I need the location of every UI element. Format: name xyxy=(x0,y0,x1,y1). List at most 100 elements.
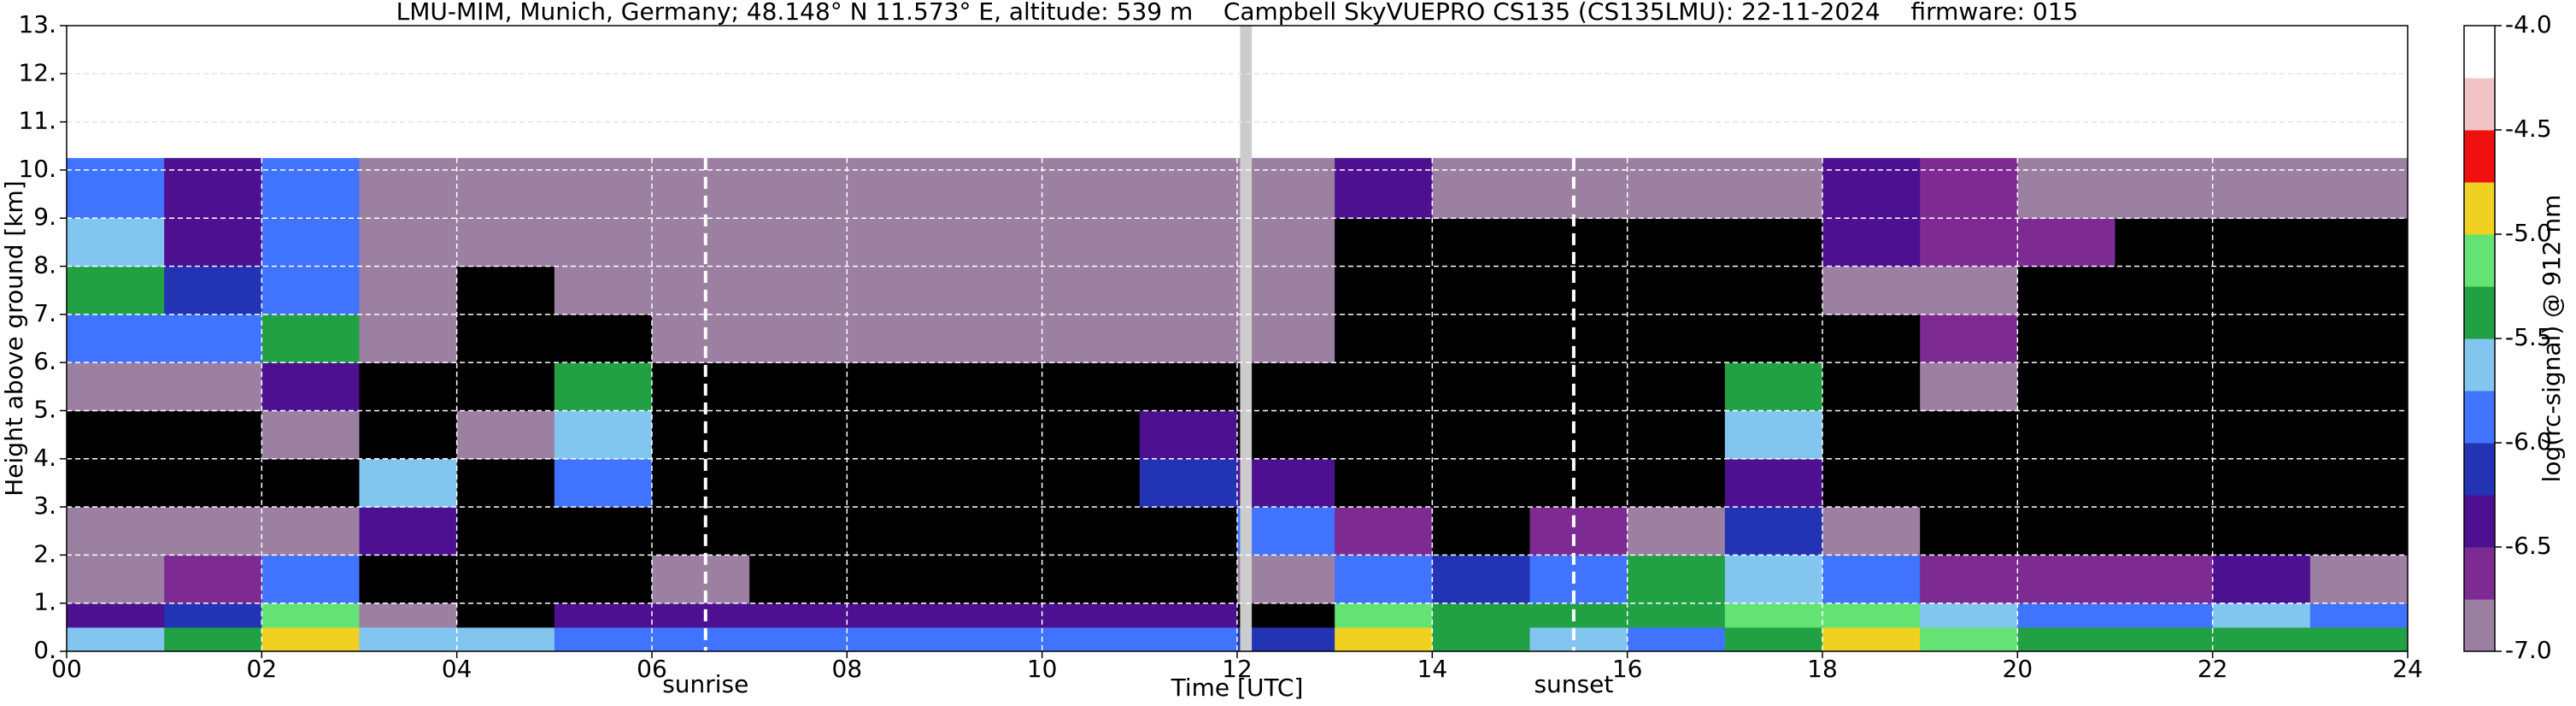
heat-cell xyxy=(2017,266,2115,315)
colorbar-swatch xyxy=(2464,599,2495,652)
heat-cell xyxy=(359,410,458,460)
heat-cell xyxy=(1237,507,1335,556)
heat-cell xyxy=(1042,157,1141,219)
heat-cell xyxy=(1237,362,1335,411)
heat-cell xyxy=(652,603,750,628)
heat-cell xyxy=(1529,507,1628,556)
heat-cell xyxy=(1529,266,1628,315)
heat-cell xyxy=(2017,362,2115,411)
heat-cell xyxy=(359,555,458,604)
heat-cell xyxy=(2309,507,2409,556)
heat-cell xyxy=(1920,627,2018,652)
heat-cell xyxy=(67,266,165,315)
heat-cell xyxy=(554,555,653,604)
heat-cell xyxy=(1237,157,1335,219)
heat-cell xyxy=(1822,410,1921,460)
heat-cell xyxy=(1920,362,2018,411)
heat-cell xyxy=(359,458,458,508)
heat-cell xyxy=(1237,555,1335,604)
heat-cell xyxy=(164,266,262,315)
heat-cell xyxy=(1432,266,1530,315)
heat-cell xyxy=(554,218,653,268)
heat-cell xyxy=(2115,507,2214,556)
x-tick-label: 06 xyxy=(637,655,667,683)
x-tick-label: 08 xyxy=(832,655,863,683)
heat-cell xyxy=(1237,627,1335,652)
heat-cell xyxy=(261,507,360,556)
heat-cell xyxy=(261,603,360,628)
heat-cell xyxy=(1627,627,1726,652)
heat-cell xyxy=(1627,507,1726,556)
heat-cell xyxy=(67,555,165,604)
heat-cell xyxy=(1822,314,1921,363)
heat-cell xyxy=(164,218,262,268)
heat-cell xyxy=(749,555,848,604)
heat-cell xyxy=(1822,555,1921,604)
heat-cell xyxy=(164,603,262,628)
heat-cell xyxy=(456,507,555,556)
x-tick-label: 22 xyxy=(2198,655,2228,683)
heat-cell xyxy=(847,362,945,411)
heat-cell xyxy=(456,314,555,363)
heat-cell xyxy=(847,555,945,604)
x-tick-label: 16 xyxy=(1612,655,1643,683)
heat-cell xyxy=(2115,266,2214,315)
heat-cell xyxy=(1139,458,1238,508)
heat-cell xyxy=(1432,314,1530,363)
heat-cell xyxy=(164,458,262,508)
colorbar-tick-label: -5.5 xyxy=(2505,323,2552,351)
heat-cell xyxy=(1627,362,1726,411)
y-tick-label: 13. xyxy=(18,10,56,38)
heat-cell xyxy=(847,507,945,556)
heat-cell xyxy=(1139,157,1238,219)
colorbar-tick-label: -7.0 xyxy=(2505,636,2552,664)
heat-cell xyxy=(2309,603,2409,628)
heat-cell xyxy=(1042,410,1141,460)
heat-cell xyxy=(1432,507,1530,556)
heat-cell xyxy=(944,314,1043,363)
heat-cell xyxy=(1042,627,1141,652)
y-tick-label: 9. xyxy=(33,203,56,231)
heat-cell xyxy=(554,603,653,628)
heat-cell xyxy=(1822,458,1921,508)
heat-cell xyxy=(1139,266,1238,315)
heat-cell xyxy=(67,362,165,411)
heat-cell xyxy=(1335,218,1433,268)
heat-cell xyxy=(67,603,165,628)
heat-cell xyxy=(2309,157,2409,219)
heat-cell xyxy=(944,266,1043,315)
heat-cell xyxy=(164,627,262,652)
heat-cell xyxy=(1822,627,1921,652)
colorbar-swatch xyxy=(2464,78,2495,131)
heat-cell xyxy=(652,218,750,268)
heat-cell xyxy=(1920,410,2018,460)
colorbar-swatch xyxy=(2464,443,2495,496)
heat-cell xyxy=(2115,218,2214,268)
heat-cell xyxy=(1335,157,1433,219)
colorbar-tick-label: -6.0 xyxy=(2505,427,2552,456)
heat-cell xyxy=(261,362,360,411)
heat-cell xyxy=(261,458,360,508)
y-axis-label: Height above ground [km] xyxy=(0,180,28,497)
x-axis-label: Time [UTC] xyxy=(1171,674,1304,702)
heat-cell xyxy=(359,218,458,268)
colorbar-swatch xyxy=(2464,338,2495,391)
heat-cell xyxy=(554,157,653,219)
heat-cell xyxy=(2309,555,2409,604)
heat-cell xyxy=(1432,157,1530,219)
heat-cell xyxy=(554,627,653,652)
heat-cell xyxy=(1822,362,1921,411)
x-tick-label: 24 xyxy=(2392,655,2423,683)
heat-cell xyxy=(1627,218,1726,268)
heat-cell xyxy=(1724,507,1823,556)
heat-cell xyxy=(1432,627,1530,652)
heat-cell xyxy=(1042,555,1141,604)
heat-cell xyxy=(456,410,555,460)
heat-cell xyxy=(2212,218,2311,268)
heat-cell xyxy=(2017,507,2115,556)
heat-cell xyxy=(1237,266,1335,315)
heat-cell xyxy=(261,555,360,604)
heat-cell xyxy=(2309,362,2409,411)
heat-cell xyxy=(749,603,848,628)
heat-cell xyxy=(847,458,945,508)
